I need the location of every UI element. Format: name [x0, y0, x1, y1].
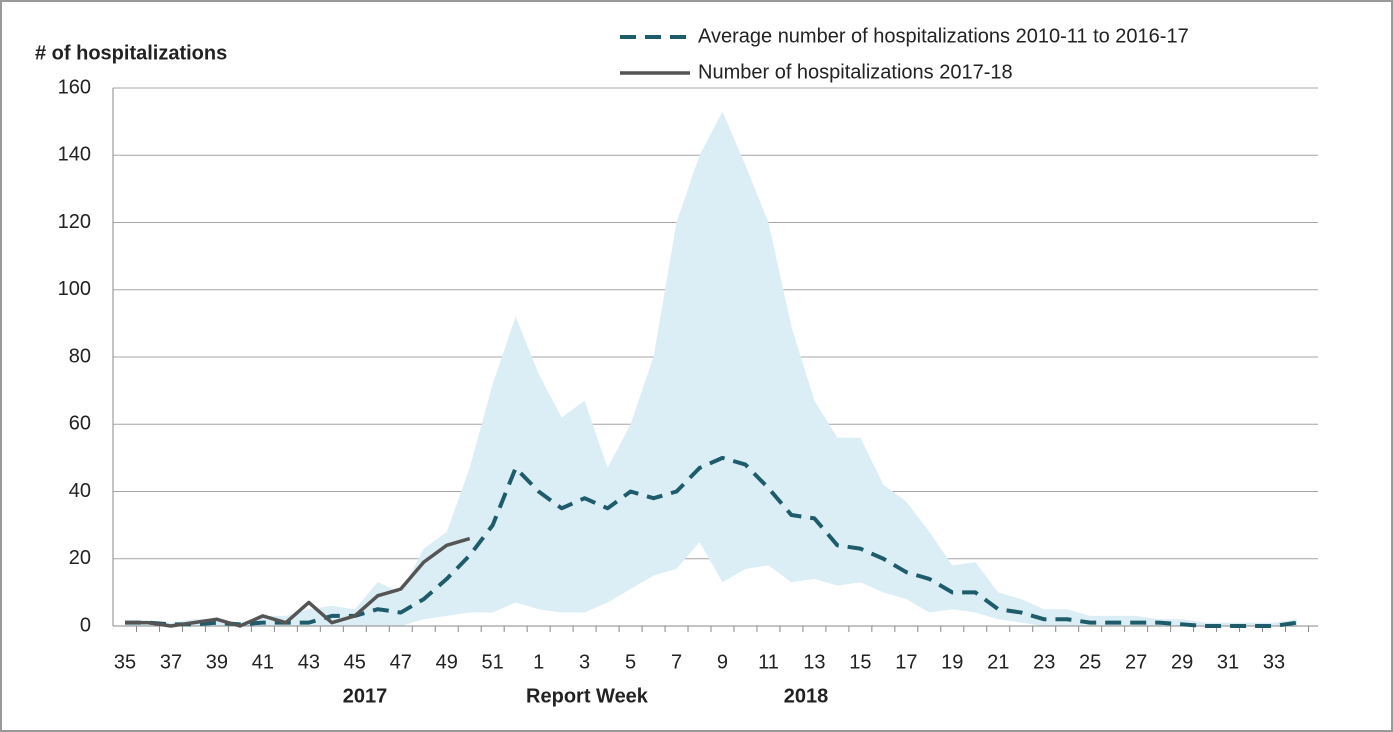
x-tick-label: 25	[1079, 651, 1101, 673]
x-tick-label: 11	[758, 651, 779, 673]
y-tick-label: 140	[58, 144, 91, 166]
x-tick-label: 21	[987, 651, 1009, 673]
x-tick-label: 33	[1263, 651, 1285, 673]
x-tick-label: 9	[717, 651, 728, 673]
x-tick-label: 51	[482, 651, 504, 673]
x-tick-label: 49	[436, 651, 458, 673]
x-tick-label: 39	[206, 651, 228, 673]
x-tick-label: 29	[1171, 651, 1193, 673]
x-tick-label: 5	[625, 651, 636, 673]
x-tick-label: 1	[533, 651, 544, 673]
x-tick-label: 3	[579, 651, 590, 673]
series-line	[125, 536, 471, 628]
x-tick-label: 27	[1125, 651, 1147, 673]
y-tick-label: 80	[69, 345, 91, 367]
x-tick-label: 13	[803, 651, 825, 673]
y-tick-label: 160	[58, 76, 91, 98]
x-tick-label: 7	[671, 651, 682, 673]
x-tick-label: 37	[160, 651, 182, 673]
x-axis-label: Report Week	[526, 685, 649, 707]
series-line	[125, 455, 1298, 628]
y-tick-label: 120	[58, 211, 91, 233]
x-tick-label: 17	[895, 651, 917, 673]
y-tick-label: 40	[69, 480, 91, 502]
x-tick-label: 31	[1217, 651, 1239, 673]
y-tick-label: 60	[69, 413, 91, 435]
x-tick-label: 43	[298, 651, 320, 673]
x-tick-label: 41	[252, 651, 274, 673]
year-label: 2018	[784, 685, 829, 707]
range-band	[125, 111, 1297, 627]
legend-label: Average number of hospitalizations 2010-…	[698, 25, 1189, 47]
x-tick-label: 15	[849, 651, 871, 673]
x-tick-label: 19	[941, 651, 963, 673]
legend-label: Number of hospitalizations 2017-18	[698, 61, 1013, 83]
y-tick-label: 100	[58, 278, 91, 300]
x-tick-label: 45	[344, 651, 366, 673]
x-tick-label: 35	[114, 651, 136, 673]
y-tick-label: 0	[80, 614, 91, 636]
y-tick-label: 20	[69, 547, 91, 569]
x-tick-label: 23	[1033, 651, 1055, 673]
x-tick-label: 47	[390, 651, 412, 673]
y-axis-label: # of hospitalizations	[35, 42, 227, 64]
year-label: 2017	[343, 685, 388, 707]
